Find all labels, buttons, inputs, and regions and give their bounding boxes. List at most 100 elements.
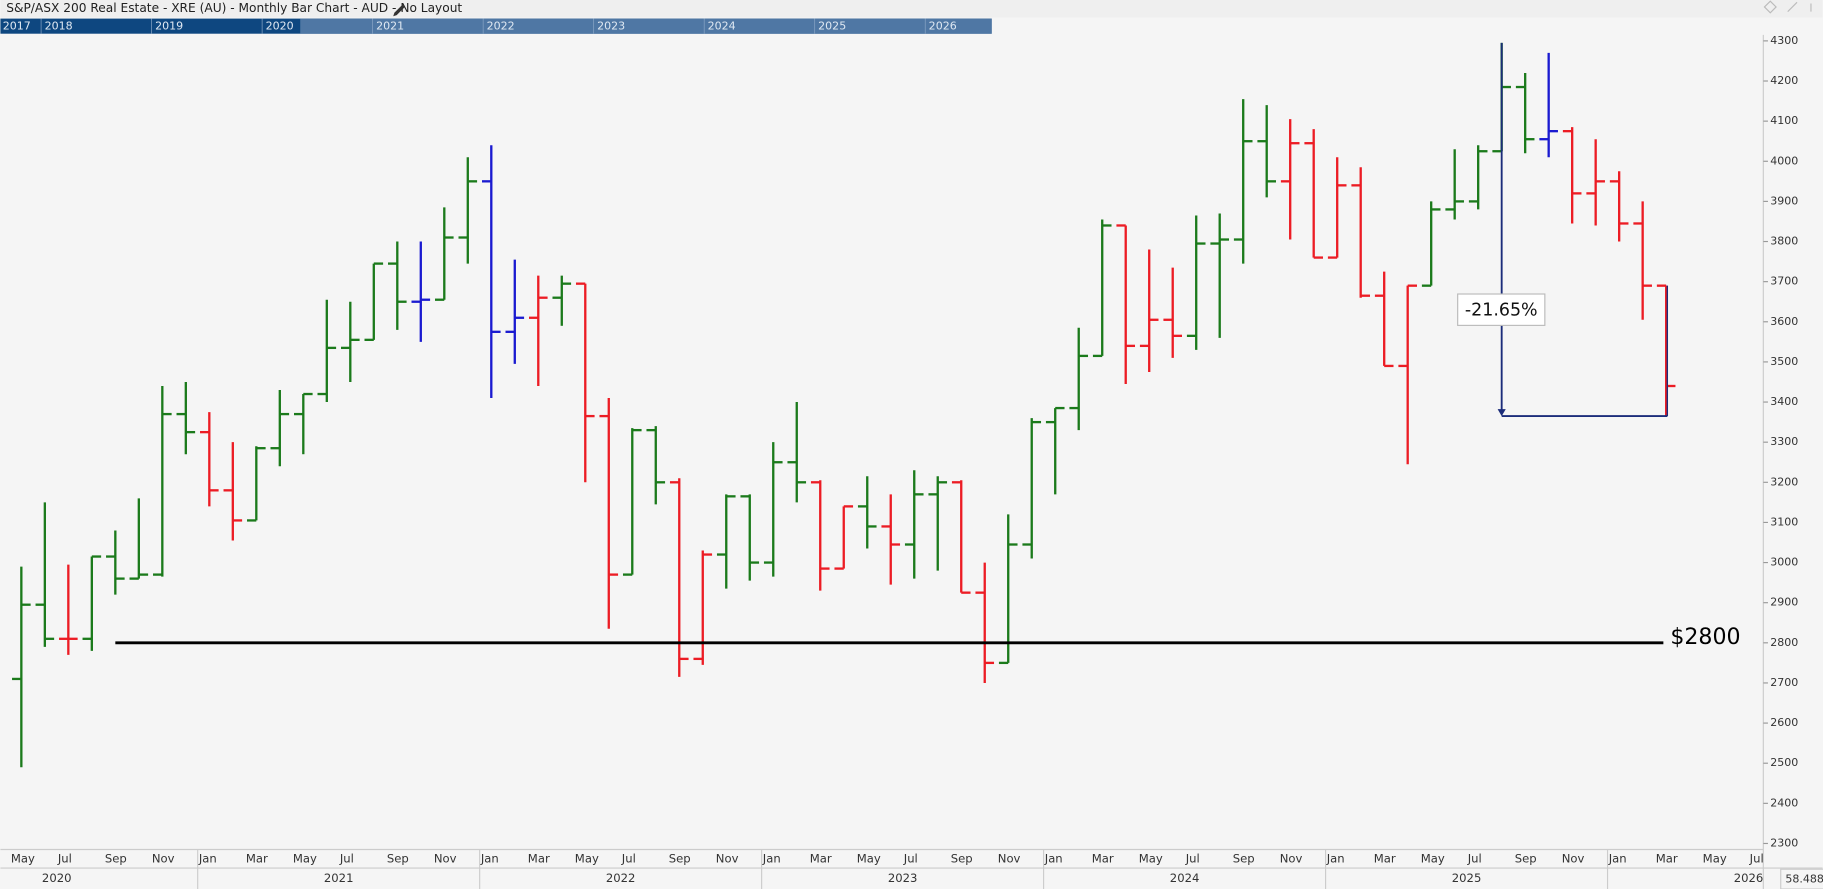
ohlc-bar [1069, 327, 1089, 431]
y-tick-label: 4300 [1770, 34, 1798, 47]
year-label: 2026 [1734, 871, 1764, 885]
x-tick-label: May [1703, 851, 1727, 865]
x-tick-label: Jul [621, 851, 636, 865]
y-tick-label: 3300 [1770, 435, 1798, 448]
ohlc-bar [857, 476, 877, 549]
ohlc-bar [763, 442, 783, 577]
measure-box [1457, 293, 1546, 326]
year-label: 2023 [888, 871, 918, 885]
navigator-year: 2026 [929, 20, 957, 33]
x-tick-label: Nov [998, 851, 1021, 865]
ohlc-bar [693, 550, 713, 665]
corner-box [1780, 868, 1823, 889]
x-tick-label: Nov [1280, 851, 1303, 865]
y-tick-label: 3600 [1770, 315, 1798, 328]
y-tick-label: 3800 [1770, 235, 1798, 248]
year-label: 2020 [42, 871, 72, 885]
y-tick-label: 2900 [1770, 596, 1798, 609]
ohlc-bar [82, 555, 102, 651]
navigator-selection[interactable] [300, 18, 992, 34]
ohlc-bar [270, 390, 290, 467]
year-label: 2025 [1452, 871, 1482, 885]
y-tick-label: 4000 [1770, 154, 1798, 167]
ohlc-bar [1445, 149, 1464, 220]
toolbar-icons[interactable] [1763, 0, 1812, 14]
ohlc-bar [1139, 249, 1159, 372]
x-tick-label: Jan [1044, 851, 1063, 865]
ohlc-bar [646, 426, 666, 505]
navigator-year: 2024 [708, 20, 736, 33]
ohlc-bar [599, 398, 619, 629]
ohlc-bar [740, 494, 760, 581]
measure-arrow [1497, 409, 1506, 417]
ohlc-bar [129, 498, 149, 580]
y-tick-label: 3100 [1770, 515, 1798, 528]
ohlc-bar [1539, 52, 1558, 158]
ohlc-bar [59, 564, 78, 655]
x-tick-label: Sep [105, 851, 127, 865]
corner-label: 58.4882 [1785, 873, 1823, 886]
x-tick-label: Nov [1562, 851, 1585, 865]
y-tick-label: 3400 [1770, 395, 1798, 408]
x-tick-label: Nov [152, 851, 175, 865]
x-tick-label: May [857, 851, 881, 865]
navigator-year: 2022 [487, 20, 515, 33]
x-tick-label: Mar [1092, 851, 1114, 865]
ohlc-bar [622, 428, 642, 576]
x-tick-label: Jan [762, 851, 781, 865]
year-label: 2024 [1170, 871, 1200, 885]
x-tick-label: May [575, 851, 599, 865]
ohlc-bar [951, 480, 971, 594]
ohlc-bar [928, 476, 948, 571]
ohlc-bar [1586, 139, 1605, 226]
ohlc-bar [388, 241, 407, 330]
x-tick-label: May [293, 851, 317, 865]
level-label: $2800 [1670, 625, 1740, 650]
ohlc-bar [1633, 201, 1652, 320]
navigator-year: 2018 [45, 20, 73, 33]
y-tick-label: 3500 [1770, 355, 1798, 368]
ohlc-bar [434, 207, 454, 301]
ohlc-bar [1210, 213, 1230, 338]
ohlc-bar [153, 385, 172, 577]
x-tick-label: Mar [246, 851, 268, 865]
ohlc-bar [1092, 219, 1112, 358]
ohlc-bar [552, 275, 572, 326]
y-tick-label: 4200 [1770, 74, 1798, 87]
ohlc-bar [247, 446, 266, 522]
x-tick-label: Jul [1185, 851, 1200, 865]
header-bar [0, 0, 1823, 18]
ohlc-bar [787, 402, 807, 503]
y-tick-label: 2300 [1770, 836, 1798, 849]
x-tick-label: Sep [669, 851, 691, 865]
ohlc-bar [411, 241, 431, 342]
ohlc-bar [12, 566, 31, 768]
navigator-year: 2020 [266, 20, 294, 33]
y-tick-label: 3700 [1770, 275, 1798, 288]
x-tick-label: May [1139, 851, 1163, 865]
x-tick-label: Mar [1374, 851, 1396, 865]
x-tick-label: Jul [903, 851, 918, 865]
ohlc-bar [317, 299, 337, 403]
y-tick-label: 4100 [1770, 114, 1798, 127]
pencil-icon[interactable] [393, 4, 405, 17]
ohlc-bar [481, 145, 501, 399]
ohlc-bar [1304, 129, 1323, 259]
ohlc-bar [505, 259, 525, 364]
ohlc-bar [1327, 157, 1347, 259]
x-tick-label: Sep [1233, 851, 1255, 865]
x-tick-label: Nov [716, 851, 739, 865]
measure-label: -21.65% [1465, 300, 1538, 320]
ohlc-bar [364, 262, 384, 342]
x-tick-label: Mar [1656, 851, 1678, 865]
ohlc-bar [1515, 72, 1535, 154]
ohlc-bar [106, 530, 125, 595]
x-tick-label: Sep [1515, 851, 1537, 865]
year-label: 2021 [324, 871, 354, 885]
ohlc-bar [1116, 224, 1136, 384]
ohlc-bar [341, 301, 360, 382]
ohlc-bar [834, 505, 854, 570]
ohlc-bar [176, 381, 196, 455]
y-tick-label: 3000 [1770, 556, 1798, 569]
